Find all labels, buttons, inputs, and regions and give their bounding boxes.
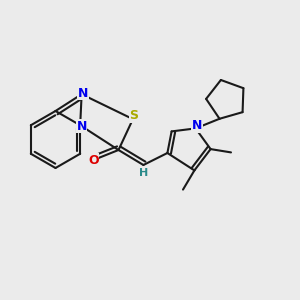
Text: H: H xyxy=(140,167,148,178)
Text: N: N xyxy=(76,120,87,133)
Text: N: N xyxy=(192,119,202,132)
Text: N: N xyxy=(78,86,88,100)
Text: O: O xyxy=(88,154,99,167)
Text: S: S xyxy=(130,109,139,122)
